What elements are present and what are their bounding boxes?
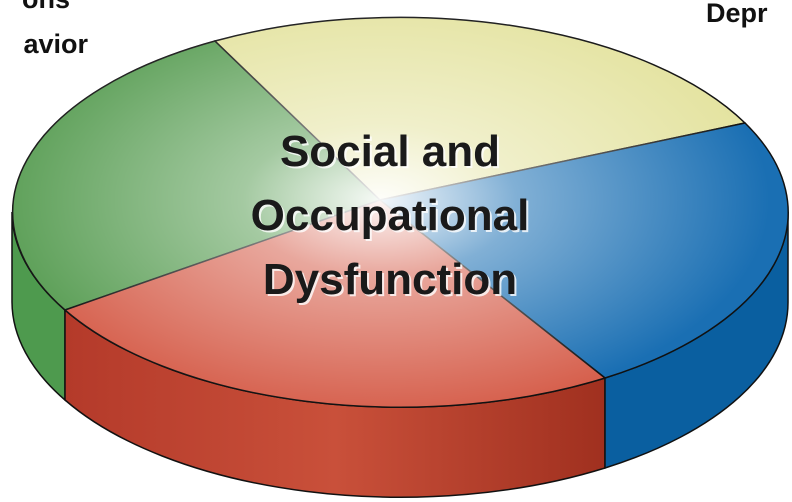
label-top-left-1: ons — [22, 0, 70, 14]
center-text: Social and Occupational Dysfunction Soci… — [251, 127, 532, 306]
label-top-right: Depr — [706, 0, 768, 28]
center-line: Social and — [280, 127, 500, 176]
center-line-shadow: Dysfunction — [265, 257, 519, 306]
center-line: Occupational — [251, 191, 530, 240]
pie-top — [12, 16, 789, 408]
center-line-shadow: Social and — [282, 129, 502, 178]
label-top-left-2: avior — [23, 29, 88, 59]
center-line-shadow: Occupational — [253, 193, 532, 242]
center-line: Dysfunction — [263, 255, 517, 304]
highlight — [12, 17, 788, 407]
